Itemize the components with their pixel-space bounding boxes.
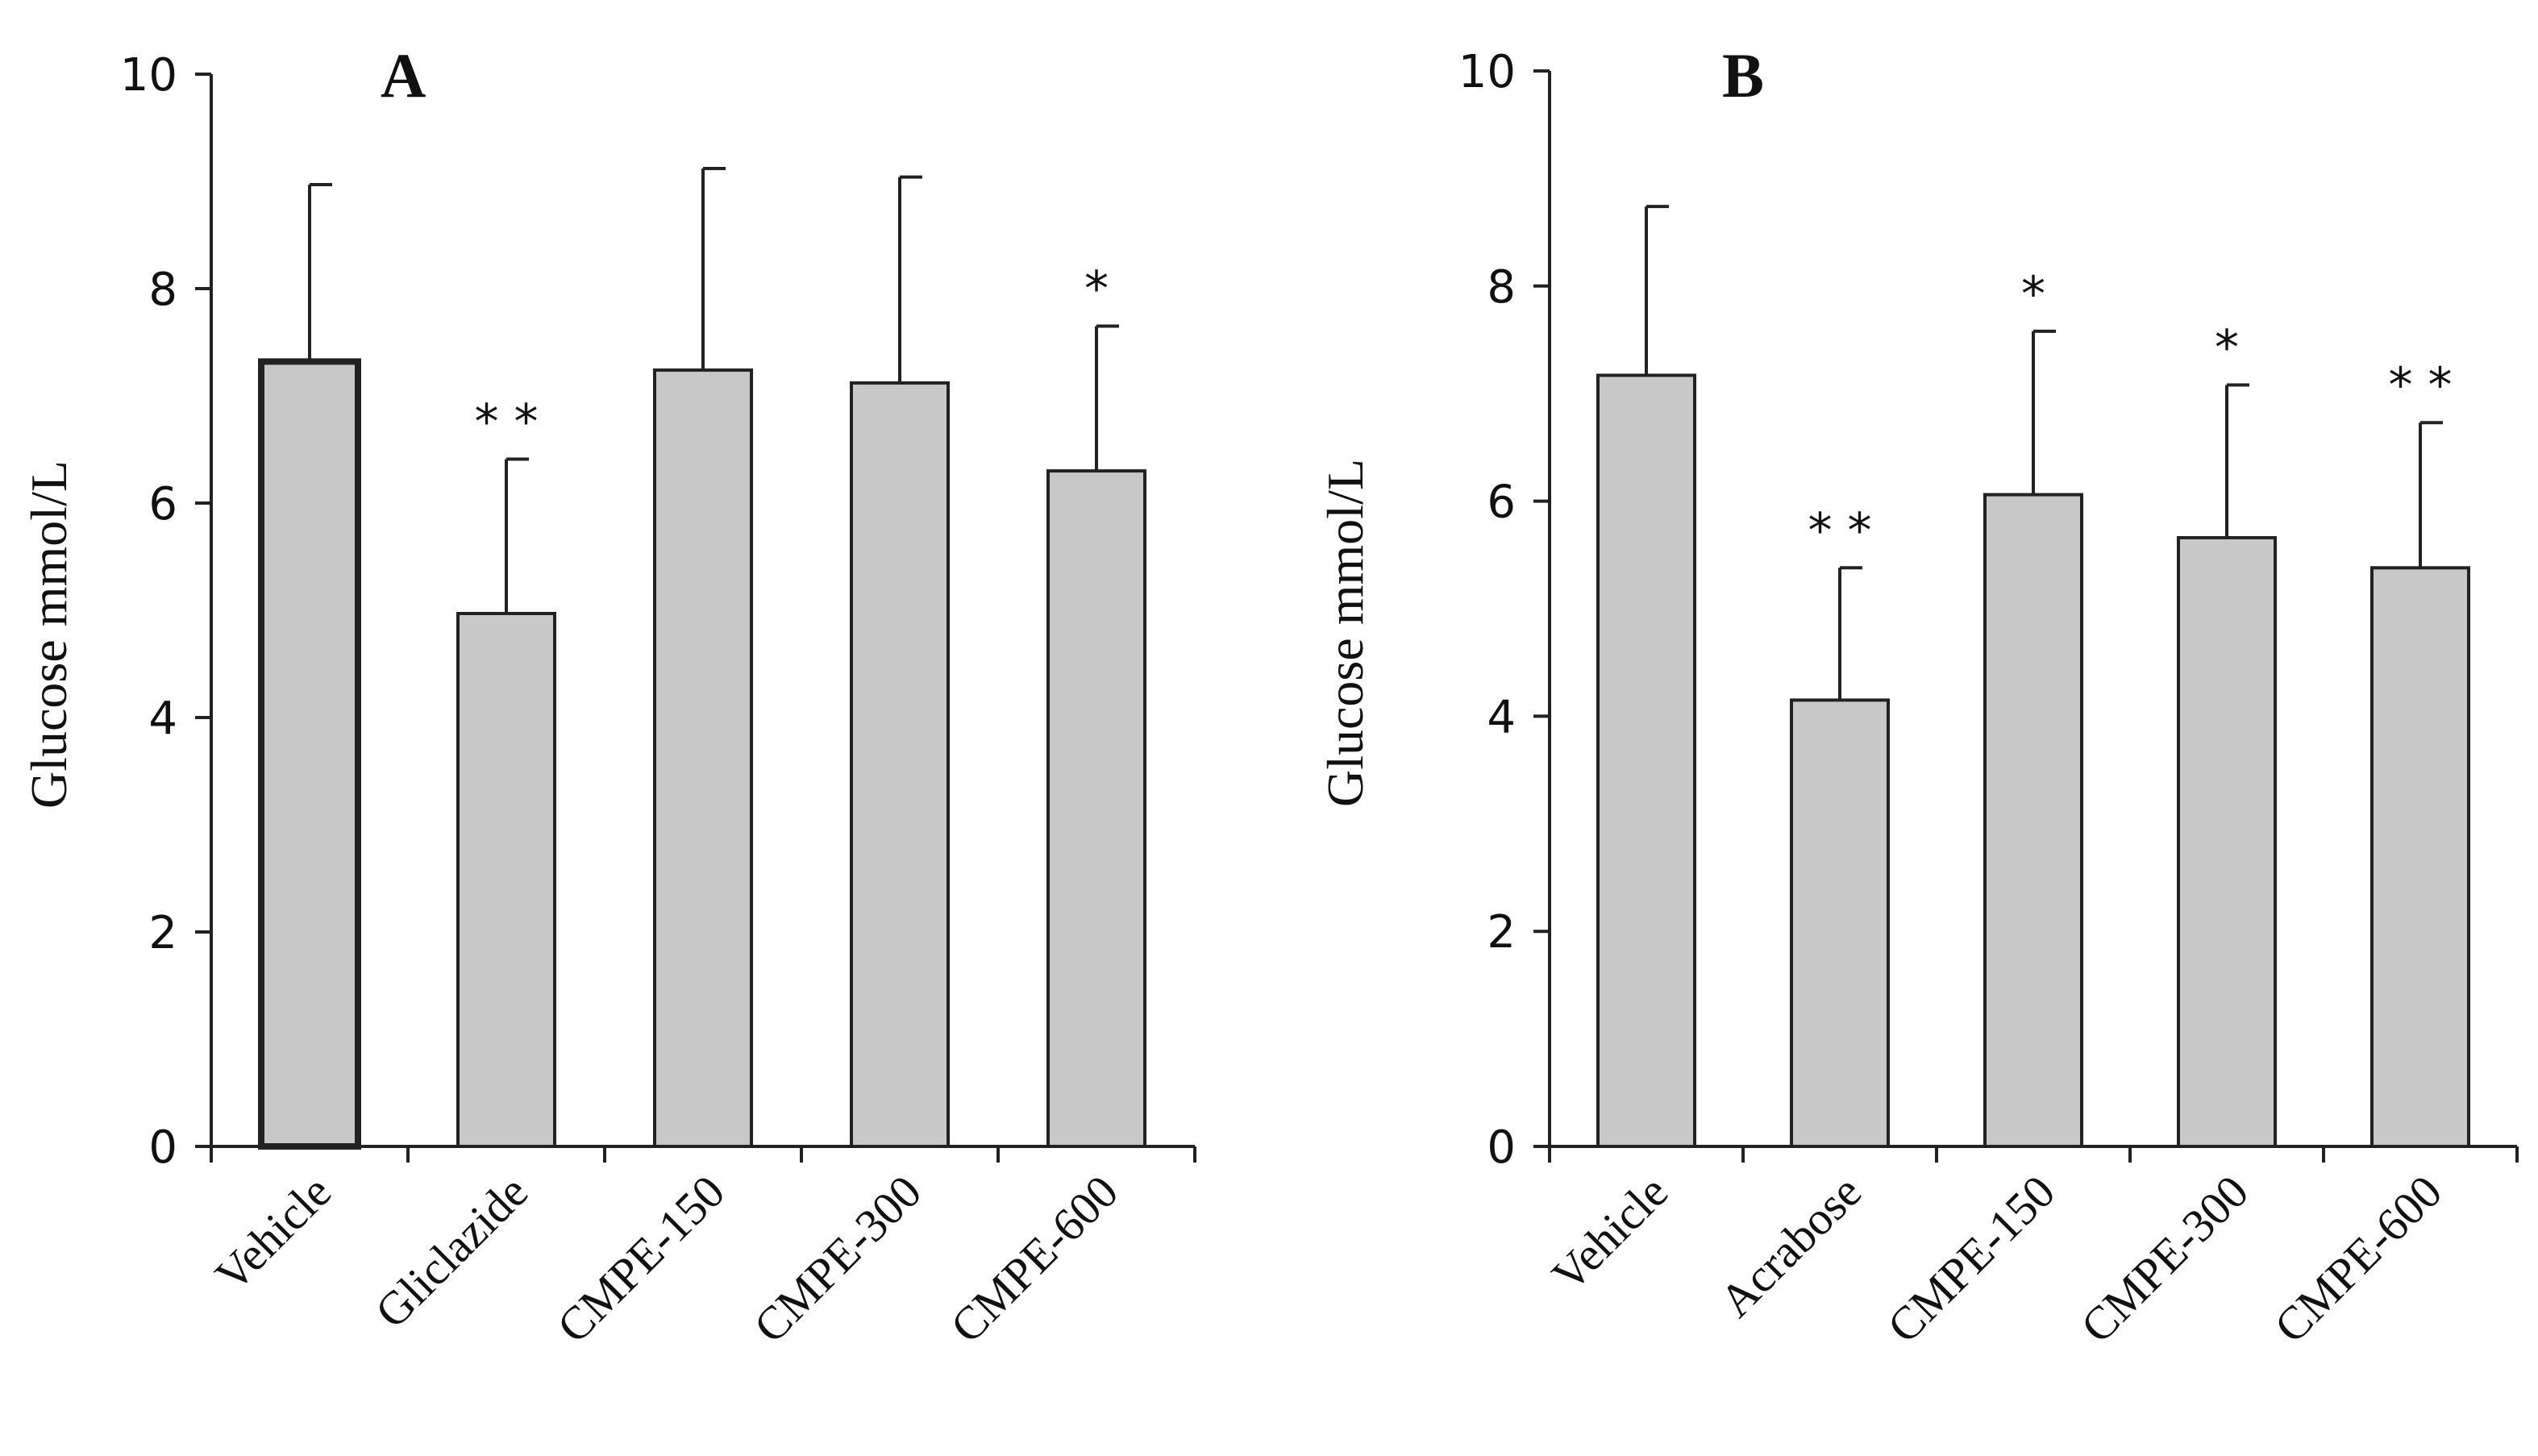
panel-a-y-tick-label: 0 bbox=[148, 1121, 177, 1174]
panel-a-y-axis-title: Glucose mmol/L bbox=[20, 460, 77, 809]
panel-b-panel-letter: B bbox=[1722, 40, 1764, 110]
panel-b-bar bbox=[1983, 493, 2083, 1148]
panel-b-y-tick-label: 8 bbox=[1487, 261, 1516, 314]
panel-b-significance-label: * bbox=[2021, 266, 2045, 322]
panel-a-significance-label: * * bbox=[474, 393, 538, 450]
panel-b-category-label: Acrabose bbox=[1709, 1165, 1871, 1327]
panel-a-bar bbox=[456, 611, 556, 1148]
panel-b-y-tick-label: 2 bbox=[1487, 906, 1516, 959]
panel-a-panel-letter: A bbox=[381, 40, 426, 110]
panel-b-y-axis-title: Glucose mmol/L bbox=[1317, 459, 1374, 807]
panel-b-bar bbox=[2370, 566, 2470, 1148]
panel-a-significance-label: * bbox=[1084, 261, 1109, 318]
panel-b-bar bbox=[1790, 698, 1890, 1148]
panel-b-bar bbox=[2177, 535, 2277, 1148]
panel-b-category-label: CMPE-300 bbox=[2070, 1165, 2258, 1353]
panel-a-bar bbox=[653, 368, 753, 1148]
panel-a-y-tick-label: 6 bbox=[148, 478, 177, 530]
panel-a-category-label: CMPE-600 bbox=[940, 1165, 1128, 1353]
panel-b-significance-label: * * bbox=[1808, 502, 1871, 559]
panel-a-bar bbox=[258, 358, 361, 1150]
panel-a-bar bbox=[1046, 469, 1146, 1148]
panel-b-y-tick-label: 6 bbox=[1487, 476, 1516, 529]
panel-a-category-label: Gliclazide bbox=[365, 1165, 538, 1337]
panel-b-y-tick-label: 10 bbox=[1458, 46, 1516, 98]
panel-b-category-label: CMPE-600 bbox=[2264, 1165, 2452, 1353]
panel-a-y-tick-label: 2 bbox=[148, 907, 177, 959]
panel-b-significance-label: * bbox=[2215, 320, 2239, 376]
panel-b-y-tick-label: 4 bbox=[1487, 691, 1516, 743]
panel-a-bar bbox=[850, 381, 950, 1149]
panel-b-category-label: Vehicle bbox=[1542, 1165, 1678, 1301]
panel-b-category-label: CMPE-150 bbox=[1877, 1165, 2065, 1353]
panel-b-y-tick-label: 0 bbox=[1487, 1121, 1516, 1174]
panel-b-bar bbox=[1596, 373, 1696, 1149]
panel-a-y-tick-label: 8 bbox=[148, 264, 177, 316]
panel-b-significance-label: * * bbox=[2388, 357, 2452, 414]
panel-a-category-label: CMPE-150 bbox=[547, 1165, 734, 1353]
panel-a-y-tick-label: 10 bbox=[120, 49, 177, 102]
panel-a-category-label: Vehicle bbox=[205, 1165, 341, 1301]
panel-a-y-tick-label: 4 bbox=[148, 693, 177, 745]
panel-a-category-label: CMPE-300 bbox=[743, 1165, 931, 1353]
panel-b-chart: 0 2 4 6 8 10 Vehicle * * Acrabose * CMPE-150 * CMPE-… bbox=[1317, 40, 2519, 1353]
